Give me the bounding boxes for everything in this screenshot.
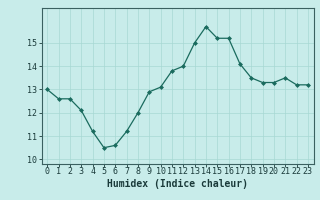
X-axis label: Humidex (Indice chaleur): Humidex (Indice chaleur) xyxy=(107,179,248,189)
